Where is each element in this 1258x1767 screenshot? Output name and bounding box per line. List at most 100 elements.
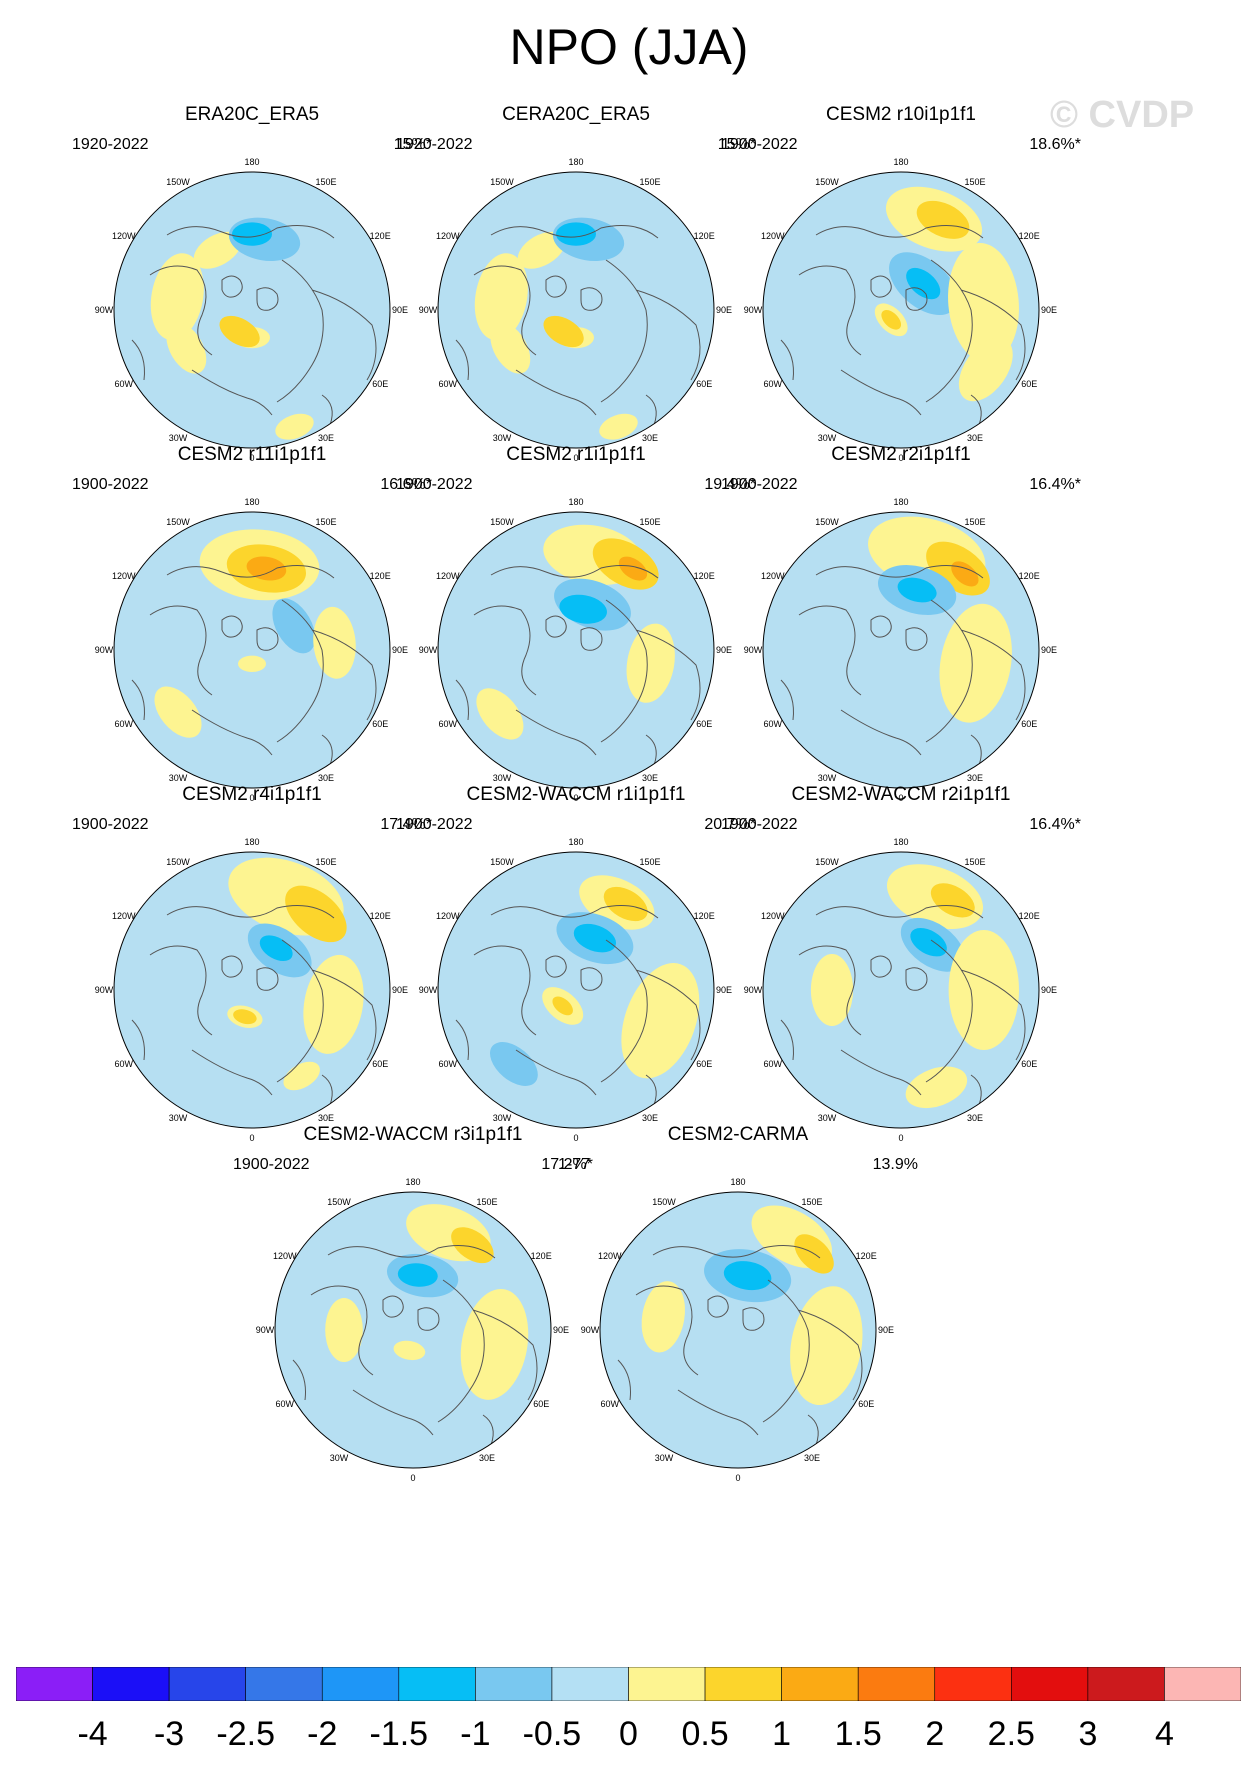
colorbar-tick-label: -1.5: [370, 1715, 429, 1753]
panel-period: 1920-2022: [72, 136, 149, 153]
coastline: [807, 1414, 819, 1446]
longitude-label: 90W: [256, 1325, 275, 1335]
anomaly-contour: [238, 655, 266, 672]
panel-period: 1920-2022: [396, 136, 473, 153]
longitude-label: 150E: [801, 1197, 822, 1207]
coastline: [798, 605, 862, 696]
panel-title: CERA20C_ERA5: [502, 104, 650, 125]
coastline: [840, 1049, 922, 1096]
longitude-label: 150E: [639, 857, 660, 867]
longitude-label: 30E: [318, 1113, 334, 1123]
coastline: [515, 709, 597, 756]
figure-title: NPO (JJA): [509, 19, 749, 75]
panel-title: CESM2 r2i1p1f1: [831, 444, 971, 465]
panel-title: CESM2 r1i1p1f1: [506, 444, 646, 465]
anomaly-contour: [810, 954, 854, 1026]
anomaly-contour: [476, 688, 524, 740]
panel-variance-pct: 15%*: [717, 136, 756, 153]
colorbar-swatch: [1087, 1667, 1165, 1701]
coastline: [149, 605, 213, 696]
longitude-label: 180: [893, 157, 908, 167]
colorbar-tick-label: 1: [772, 1715, 791, 1753]
anomaly-contour: [626, 623, 675, 703]
longitude-label: 90E: [392, 305, 408, 315]
colorbar-tick-label: 1.5: [835, 1715, 882, 1753]
longitude-label: 180: [244, 157, 259, 167]
anomaly-contour: [910, 927, 947, 957]
coastline: [870, 275, 892, 298]
longitude-label: 90E: [1041, 645, 1057, 655]
longitude-label: 60E: [696, 379, 712, 389]
coastline: [840, 709, 922, 756]
longitude-label: 30W: [169, 1113, 188, 1123]
panel-period: 1900-2022: [396, 476, 473, 493]
coastline: [166, 905, 335, 919]
anomaly-contour: [930, 883, 975, 918]
colorbar-swatch: [934, 1667, 1012, 1701]
anomaly-contour: [154, 686, 202, 738]
panel-period: 1900-2022: [721, 136, 798, 153]
coastline: [310, 1285, 374, 1376]
longitude-label: 150W: [815, 857, 839, 867]
anomaly-contour: [951, 561, 979, 587]
longitude-label: 0: [249, 793, 254, 803]
coastline: [455, 339, 469, 381]
coastline: [580, 627, 603, 651]
longitude-label: 150E: [639, 177, 660, 187]
coastline: [600, 939, 648, 1083]
longitude-label: 150E: [639, 517, 660, 527]
longitude-label: 60E: [1021, 1059, 1037, 1069]
colorbar-swatch: [16, 1667, 93, 1701]
coastline: [490, 565, 659, 579]
colorbar-tick-label: -2.5: [216, 1715, 275, 1753]
coastline: [905, 287, 928, 311]
anomaly-contour: [193, 231, 242, 269]
colorbar-tick-label: -2: [307, 1715, 337, 1753]
colorbar-tick-label: 0: [619, 1715, 638, 1753]
longitude-label: 180: [244, 497, 259, 507]
longitude-label: 150W: [652, 1197, 676, 1207]
longitude-label: 0: [898, 453, 903, 463]
coastline: [149, 265, 213, 356]
longitude-label: 180: [244, 837, 259, 847]
coastline: [925, 939, 973, 1083]
anomaly-contour: [618, 556, 648, 581]
map-border: [113, 851, 391, 1129]
coastline: [490, 905, 659, 919]
colorbar-swatch: [92, 1667, 170, 1701]
longitude-label: 90W: [95, 645, 114, 655]
anomaly-contour: [490, 1042, 538, 1086]
panel-variance-pct: 13.9%: [872, 1156, 918, 1173]
coastline: [797, 1309, 863, 1401]
colorbar-swatch: [781, 1667, 859, 1701]
coastline: [256, 627, 279, 651]
anomaly-contour: [393, 1340, 426, 1361]
longitude-label: 30W: [493, 1113, 512, 1123]
longitude-label: 120E: [370, 231, 391, 241]
longitude-label: 120W: [436, 231, 460, 241]
coastline: [191, 1049, 273, 1096]
map-border: [113, 171, 391, 449]
polar-map: 180 150W 150E 120W 120E 90W 90E 60W 60E 30W 30E 0: [581, 1177, 894, 1483]
colorbar-tick-label: 4: [1155, 1715, 1174, 1753]
coastline: [221, 275, 243, 298]
polar-map: 180 150W 150E 120W 120E 90W 90E 60W 60E 30W 30E 0: [256, 1177, 569, 1483]
coastline: [482, 1414, 494, 1446]
coastline: [321, 734, 333, 766]
panel-title: CESM2 r10i1p1f1: [826, 104, 976, 125]
colorbar-tick-label: -4: [77, 1715, 107, 1753]
colorbar-swatch: [1011, 1667, 1089, 1701]
longitude-label: 0: [898, 793, 903, 803]
panel-title: CESM2 r4i1p1f1: [182, 784, 322, 805]
colorbar-tick-label: -3: [154, 1715, 184, 1753]
colorbar-swatch: [857, 1667, 936, 1701]
coastline: [545, 275, 567, 298]
coastline: [417, 1307, 440, 1331]
longitude-label: 150W: [166, 857, 190, 867]
coastline: [652, 1245, 821, 1259]
longitude-label: 90W: [95, 985, 114, 995]
coastline: [780, 339, 794, 381]
longitude-label: 30E: [967, 433, 983, 443]
anomaly-contour: [303, 954, 364, 1054]
longitude-label: 120W: [273, 1251, 297, 1261]
